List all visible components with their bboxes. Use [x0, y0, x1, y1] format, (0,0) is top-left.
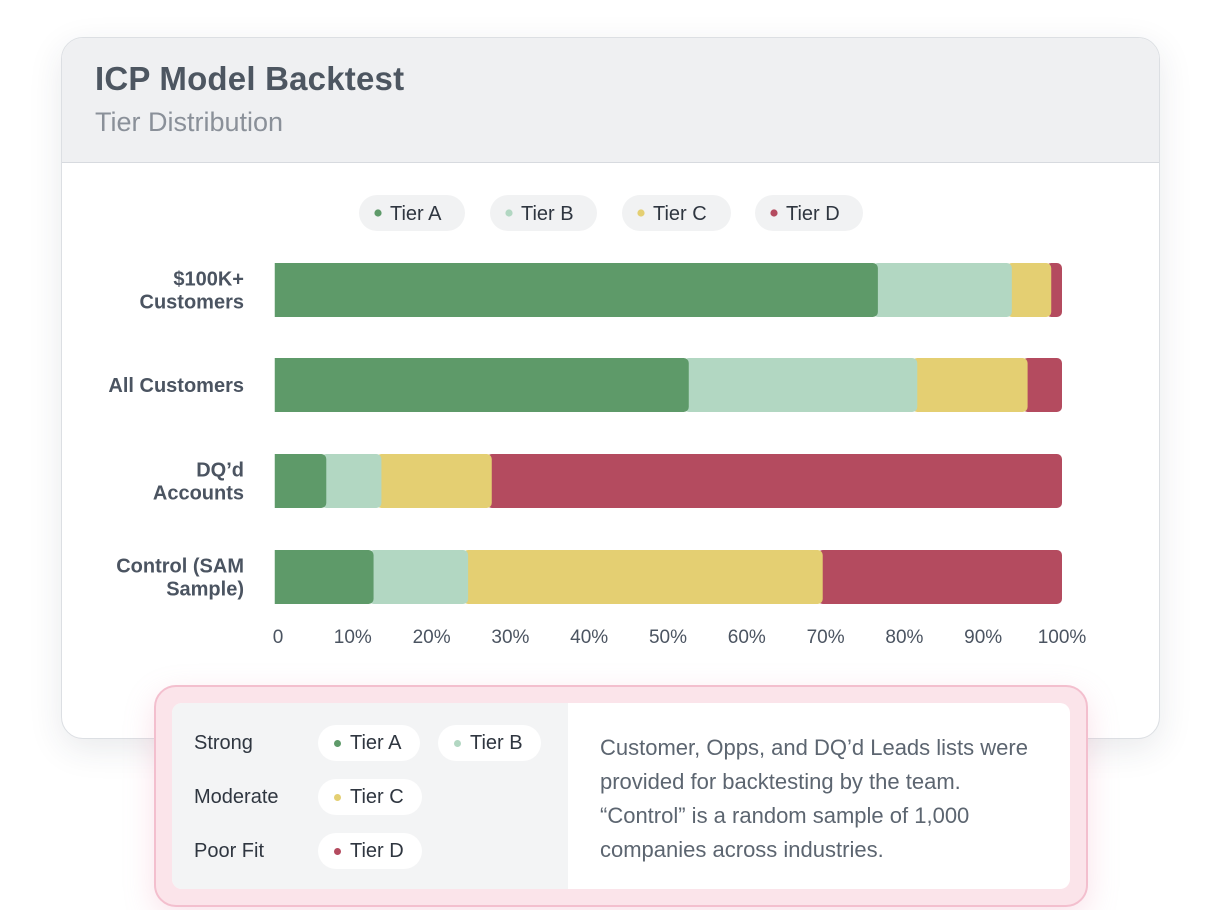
- info-panel: Strong Tier A Tier B Moderate Tier C Po: [154, 685, 1088, 907]
- bar-left-edge: [274, 550, 280, 604]
- legend-dot-icon: [505, 209, 513, 217]
- legend-item-tier-a: Tier A: [359, 195, 465, 231]
- legend-pill: [622, 195, 731, 231]
- bar-segment-tier-c: [463, 550, 823, 604]
- x-tick-label: 50%: [649, 627, 687, 648]
- bar-segment-tier-b: [683, 358, 918, 412]
- card-subtitle: Tier Distribution: [95, 107, 284, 137]
- category-label-line: Sample): [166, 579, 244, 601]
- legend-dot-icon: [374, 209, 382, 217]
- bar-segment-tier-c: [1006, 263, 1052, 317]
- tier-pill-c: Tier C: [318, 779, 422, 815]
- tier-a-dot-icon: [334, 739, 341, 747]
- legend-label: Tier D: [786, 203, 840, 225]
- legend-item-tier-d: Tier D: [755, 195, 863, 231]
- tier-key-row-poor-fit: Poor Fit Tier D: [172, 833, 568, 869]
- tier-key-row-strong: Strong Tier A Tier B: [172, 725, 568, 761]
- bar-left-edge: [274, 358, 280, 412]
- tier-b-dot-icon: [454, 739, 461, 747]
- tier-key-label: Moderate: [194, 786, 279, 808]
- legend-label: Tier B: [521, 203, 574, 225]
- tier-key-row-moderate: Moderate Tier C: [172, 779, 568, 815]
- bar-segment-tier-a: [274, 358, 689, 412]
- x-tick-label: 80%: [885, 627, 923, 648]
- bar-segment-tier-d: [1022, 358, 1062, 412]
- bar-left-edge: [274, 454, 280, 508]
- tier-c-dot-icon: [334, 793, 341, 801]
- x-tick-label: 0: [273, 627, 284, 648]
- category-label-line: DQ’d: [196, 460, 244, 482]
- category-label: DQ’d Accounts: [153, 460, 244, 505]
- tier-pill-d: Tier D: [318, 833, 422, 869]
- stacked-bar-chart: Tier A Tier B Tier C Tier D $100K+ Customers A…: [108, 195, 1087, 648]
- x-tick-label: 70%: [807, 627, 845, 648]
- bar-segment-tier-b: [872, 263, 1012, 317]
- x-tick-label: 60%: [728, 627, 766, 648]
- bar-left-edge: [274, 263, 280, 317]
- x-tick-label: 10%: [334, 627, 372, 648]
- info-panel-inner: Strong Tier A Tier B Moderate Tier C Po: [172, 703, 1070, 889]
- x-tick-label: 40%: [570, 627, 608, 648]
- tier-pill-b: Tier B: [438, 725, 541, 761]
- chart-legend: Tier A Tier B Tier C Tier D: [359, 195, 863, 231]
- category-label-line: Accounts: [153, 483, 244, 505]
- legend-label: Tier A: [390, 203, 442, 225]
- x-tick-label: 20%: [413, 627, 451, 648]
- tier-pill-label: Tier C: [350, 785, 404, 808]
- category-label-line: $100K+: [173, 269, 244, 291]
- bar-segment-tier-d: [486, 454, 1062, 508]
- bar-segment-tier-a: [274, 550, 374, 604]
- category-label: Control (SAM Sample): [116, 556, 244, 601]
- info-description: Customer, Opps, and DQ’d Leads lists wer…: [600, 735, 1028, 862]
- legend-dot-icon: [637, 209, 645, 217]
- tier-key-label: Poor Fit: [194, 840, 265, 862]
- bar-segment-tier-a: [274, 263, 878, 317]
- category-label-line: Control (SAM: [116, 556, 244, 578]
- tier-pill-label: Tier D: [350, 839, 404, 862]
- legend-pill: [490, 195, 597, 231]
- tier-pill-a: Tier A: [318, 725, 420, 761]
- x-tick-label: 30%: [491, 627, 529, 648]
- legend-item-tier-c: Tier C: [622, 195, 731, 231]
- legend-item-tier-b: Tier B: [490, 195, 597, 231]
- tier-key-label: Strong: [194, 732, 253, 754]
- category-label: All Customers: [108, 375, 244, 397]
- card-title: ICP Model Backtest: [95, 60, 405, 97]
- bar-segment-tier-a: [274, 454, 327, 508]
- tier-key: Strong Tier A Tier B Moderate Tier C Po: [172, 703, 568, 889]
- bar-segment-tier-b: [368, 550, 469, 604]
- legend-dot-icon: [770, 209, 778, 217]
- card-header: ICP Model Backtest Tier Distribution: [62, 38, 1159, 163]
- x-tick-label: 90%: [964, 627, 1002, 648]
- tier-pill-label: Tier A: [350, 731, 402, 754]
- legend-pill: [755, 195, 863, 231]
- legend-label: Tier C: [653, 203, 707, 225]
- tier-d-dot-icon: [334, 847, 341, 855]
- bar-segment-tier-b: [321, 454, 382, 508]
- chart-card: ICP Model Backtest Tier Distribution Tie…: [61, 37, 1160, 739]
- bar-segment-tier-c: [376, 454, 492, 508]
- category-label: $100K+ Customers: [140, 269, 244, 314]
- bar-segment-tier-c: [912, 358, 1028, 412]
- legend-pill: [359, 195, 465, 231]
- tier-pill-label: Tier B: [470, 731, 523, 754]
- category-label-line: Customers: [140, 292, 244, 314]
- bar-segment-tier-d: [817, 550, 1062, 604]
- category-label-line: All Customers: [108, 375, 244, 397]
- x-tick-label: 100%: [1038, 627, 1087, 648]
